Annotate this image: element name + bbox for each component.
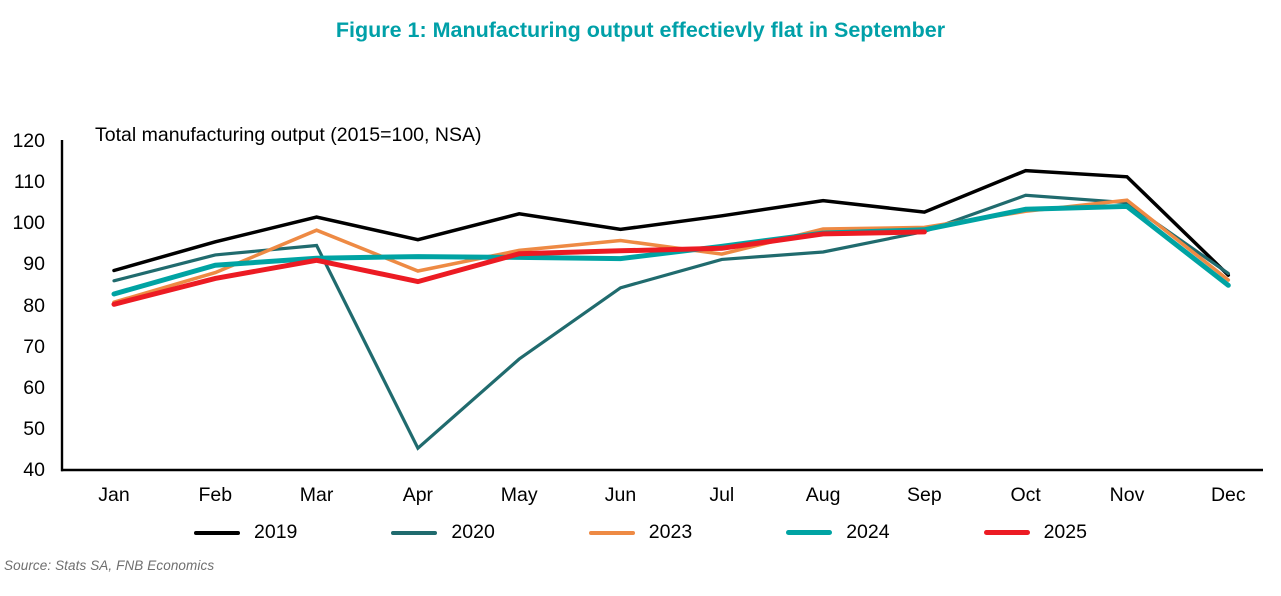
legend-swatch-2025 [983, 530, 1030, 535]
y-tick-label-40: 40 [23, 459, 45, 481]
series-line-2019 [112, 168, 1231, 277]
legend-label-2025: 2025 [1043, 521, 1087, 543]
series-line-2025 [111, 229, 927, 307]
x-tick-label-jan: Jan [98, 484, 130, 506]
y-tick-label-80: 80 [23, 294, 45, 317]
y-tick-label-100: 100 [12, 212, 45, 235]
x-tick-label-nov: Nov [1109, 484, 1145, 506]
x-tick-label-apr: Apr [402, 484, 434, 506]
legend-swatch-2019 [194, 530, 241, 535]
chart-legend: 2019 2020 2023 2024 2025 [0, 521, 1281, 544]
x-tick-label-jun: Jun [604, 484, 637, 506]
y-tick-label-120: 120 [12, 130, 45, 152]
figure-title: Figure 1: Manufacturing output effectiev… [335, 18, 946, 42]
legend-label-2024: 2024 [846, 521, 890, 543]
legend-item-2025: 2025 [983, 521, 1087, 544]
x-tick-label-oct: Oct [1010, 484, 1041, 506]
x-tick-label-aug: Aug [805, 484, 841, 506]
chart-inner-title: Total manufacturing output (2015=100, NS… [95, 124, 482, 146]
x-tick-label-feb: Feb [198, 484, 233, 506]
legend-swatch-2024 [786, 530, 833, 535]
legend-item-2023: 2023 [588, 521, 693, 544]
series-line-2020 [112, 193, 1230, 451]
legend-label-2019: 2019 [254, 521, 298, 543]
legend-label-2023: 2023 [648, 521, 693, 543]
legend-item-2020: 2020 [391, 521, 495, 544]
y-tick-label-90: 90 [23, 253, 45, 276]
x-tick-label-may: May [500, 484, 538, 506]
legend-item-2019: 2019 [194, 521, 297, 544]
x-tick-label-jul: Jul [709, 484, 735, 506]
x-tick-label-dec: Dec [1210, 484, 1246, 506]
x-tick-label-mar: Mar [299, 484, 334, 506]
legend-swatch-2020 [391, 530, 438, 535]
y-tick-label-60: 60 [23, 376, 45, 399]
y-tick-label-110: 110 [13, 171, 45, 194]
source-note: Source: Stats SA, FNB Economics [4, 558, 215, 573]
y-tick-label-70: 70 [23, 335, 45, 358]
series-line-2024 [111, 203, 1231, 297]
y-tick-label-50: 50 [23, 417, 45, 440]
legend-label-2020: 2020 [451, 521, 495, 543]
legend-swatch-2023 [588, 530, 635, 535]
x-tick-label-sep: Sep [907, 484, 942, 506]
legend-item-2024: 2024 [786, 521, 890, 544]
